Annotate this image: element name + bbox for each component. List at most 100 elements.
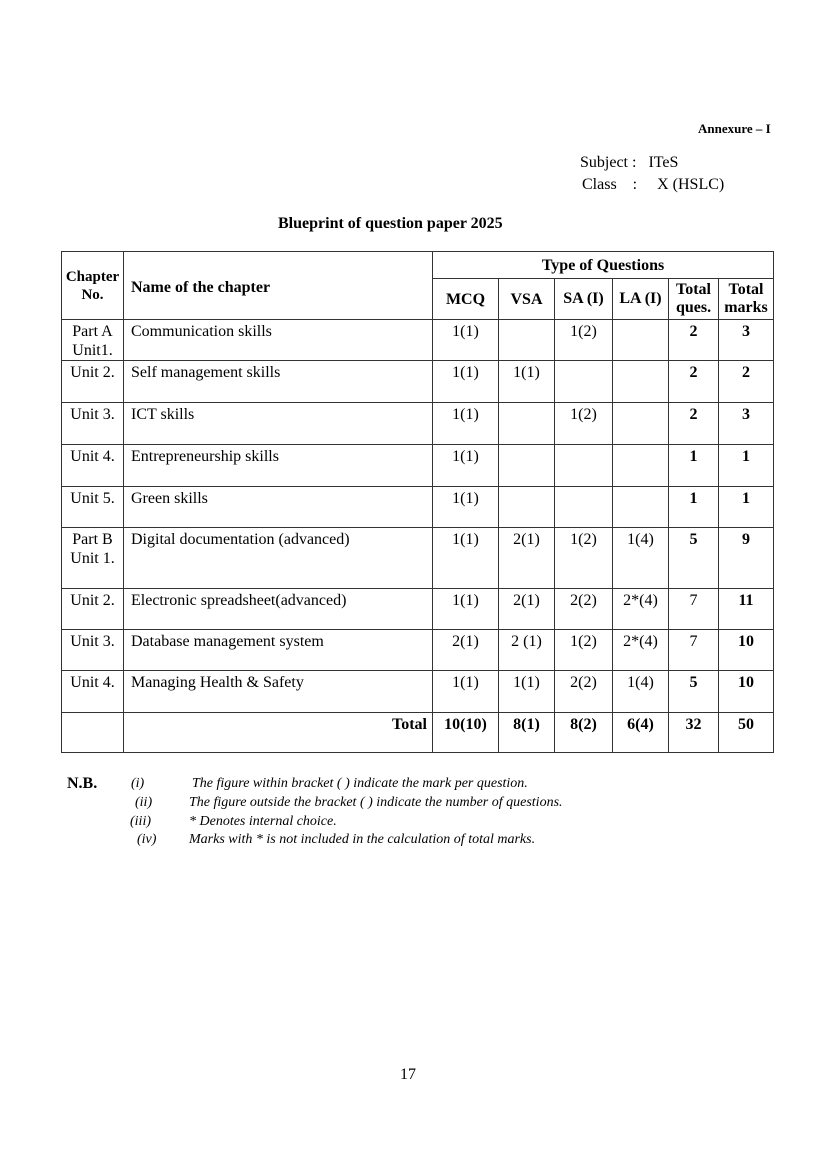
vsa-cell: 1(1)	[498, 670, 555, 713]
total-label: Total	[123, 712, 433, 753]
chapter-no-cell: Unit 2.	[61, 588, 124, 630]
table-row: Unit 2. Electronic spreadsheet(advanced) …	[61, 588, 775, 630]
mcq-cell: 1(1)	[432, 486, 499, 528]
chapter-name-cell: ICT skills	[123, 402, 433, 445]
vsa-cell	[498, 319, 555, 361]
total-marks-cell: 2	[717, 360, 775, 403]
note-text: The figure within bracket ( ) indicate t…	[192, 776, 528, 791]
total-la-cell: 6(4)	[612, 712, 669, 753]
chapter-no-cell: Unit 3.	[61, 402, 124, 445]
vsa-cell: 2(1)	[498, 588, 555, 630]
total-vsa-cell: 8(1)	[498, 712, 555, 753]
total-ques-cell: 32	[668, 712, 719, 753]
sa-cell: 1(2)	[554, 402, 613, 445]
total-ques-cell: 2	[668, 360, 719, 403]
total-marks-cell: 3	[717, 402, 775, 445]
document-title: Blueprint of question paper 2025	[278, 215, 503, 232]
blueprint-table: Chapter No. Name of the chapter Type of …	[61, 251, 775, 753]
note-text: The figure outside the bracket ( ) indic…	[189, 795, 563, 810]
header-total-ques: Total ques.	[668, 278, 719, 320]
table-row: Part B Unit 1. Digital documentation (adv…	[61, 527, 775, 589]
chapter-name-cell: Communication skills	[123, 319, 433, 361]
total-ques-cell: 7	[668, 588, 719, 630]
empty-cell	[61, 712, 124, 753]
chapter-name-cell: Database management system	[123, 629, 433, 671]
total-sa-cell: 8(2)	[554, 712, 613, 753]
chapter-name-cell: Digital documentation (advanced)	[123, 527, 433, 589]
mcq-cell: 1(1)	[432, 670, 499, 713]
mcq-cell: 1(1)	[432, 319, 499, 361]
vsa-cell: 1(1)	[498, 360, 555, 403]
header-total-marks: Total marks	[717, 278, 775, 320]
total-ques-cell: 5	[668, 670, 719, 713]
mcq-cell: 1(1)	[432, 360, 499, 403]
chapter-name-cell: Green skills	[123, 486, 433, 528]
note-number: (ii)	[135, 795, 153, 810]
note-number: (iv)	[137, 832, 157, 847]
mcq-cell: 1(1)	[432, 527, 499, 589]
la-cell: 2*(4)	[612, 629, 669, 671]
sa-cell: 2(2)	[554, 670, 613, 713]
note-text: Marks with * is not included in the calc…	[189, 832, 536, 847]
total-ques-cell: 7	[668, 629, 719, 671]
total-marks-cell: 1	[717, 444, 775, 487]
total-marks-cell: 10	[717, 629, 775, 671]
chapter-no-cell: Unit 5.	[61, 486, 124, 528]
header-chapter-no: Chapter No.	[61, 251, 124, 320]
vsa-cell: 2 (1)	[498, 629, 555, 671]
page-number: 17	[400, 1066, 416, 1083]
mcq-cell: 1(1)	[432, 588, 499, 630]
sa-cell	[554, 486, 613, 528]
chapter-name-cell: Entrepreneurship skills	[123, 444, 433, 487]
vsa-cell	[498, 486, 555, 528]
sa-cell	[554, 360, 613, 403]
vsa-cell	[498, 444, 555, 487]
total-ques-cell: 1	[668, 444, 719, 487]
total-marks-cell: 50	[717, 712, 775, 753]
table-row: Unit 3. Database management system 2(1) 2 …	[61, 629, 775, 671]
la-cell	[612, 360, 669, 403]
total-marks-cell: 1	[717, 486, 775, 528]
mcq-cell: 2(1)	[432, 629, 499, 671]
la-cell: 1(4)	[612, 670, 669, 713]
sa-cell	[554, 444, 613, 487]
table-row: Part A Unit1. Communication skills 1(1) 1(…	[61, 319, 775, 361]
la-cell	[612, 319, 669, 361]
subject-line: Subject : ITeS	[580, 154, 679, 171]
chapter-no-cell: Unit 3.	[61, 629, 124, 671]
sa-cell: 1(2)	[554, 629, 613, 671]
total-marks-cell: 3	[717, 319, 775, 361]
total-ques-cell: 5	[668, 527, 719, 589]
la-cell	[612, 402, 669, 445]
total-ques-cell: 2	[668, 402, 719, 445]
total-ques-cell: 2	[668, 319, 719, 361]
vsa-cell: 2(1)	[498, 527, 555, 589]
note-number: (i)	[131, 776, 145, 791]
mcq-cell: 1(1)	[432, 444, 499, 487]
annexure-label: Annexure – I	[698, 121, 771, 136]
total-marks-cell: 11	[717, 588, 775, 630]
chapter-no-cell: Part B Unit 1.	[61, 527, 124, 589]
total-row: Total 10(10) 8(1) 8(2) 6(4) 32 50	[61, 712, 775, 753]
chapter-no-cell: Unit 4.	[61, 670, 124, 713]
chapter-no-cell: Part A Unit1.	[61, 319, 124, 361]
chapter-name-cell: Self management skills	[123, 360, 433, 403]
la-cell: 2*(4)	[612, 588, 669, 630]
header-type-of-questions: Type of Questions	[431, 251, 775, 279]
chapter-name-cell: Electronic spreadsheet(advanced)	[123, 588, 433, 630]
table-row: Unit 4. Managing Health & Safety 1(1) 1(1)…	[61, 670, 775, 713]
total-marks-cell: 10	[717, 670, 775, 713]
sa-cell: 1(2)	[554, 319, 613, 361]
header-mcq: MCQ	[432, 278, 499, 320]
vsa-cell	[498, 402, 555, 445]
sa-cell: 2(2)	[554, 588, 613, 630]
chapter-name-cell: Managing Health & Safety	[123, 670, 433, 713]
notes-label: N.B.	[67, 775, 98, 792]
la-cell	[612, 444, 669, 487]
total-ques-cell: 1	[668, 486, 719, 528]
header-la: LA (I)	[612, 278, 669, 320]
total-marks-cell: 9	[717, 527, 775, 589]
mcq-cell: 1(1)	[432, 402, 499, 445]
sa-cell: 1(2)	[554, 527, 613, 589]
